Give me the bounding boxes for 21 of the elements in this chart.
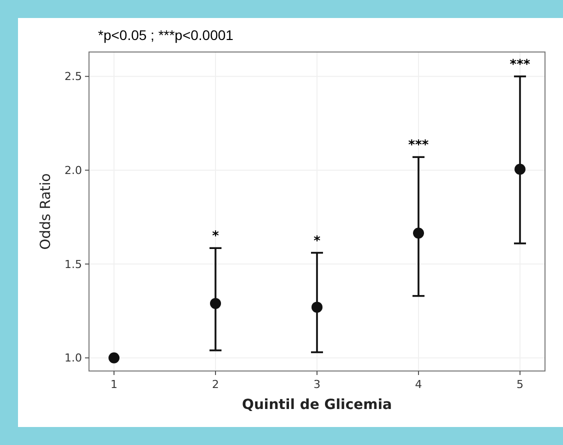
annotation: *** xyxy=(408,138,429,154)
annotation: *** xyxy=(510,57,530,72)
x-axis-title: Quintil de Glicemia xyxy=(242,397,392,413)
point xyxy=(312,302,322,313)
point xyxy=(210,298,221,309)
point xyxy=(514,164,526,175)
y-tick-label: 2.0 xyxy=(64,164,82,178)
y-tick-label: 2.5 xyxy=(64,70,82,84)
y-axis-title: Odds Ratio xyxy=(38,173,54,250)
text: *p<0.05 ; ***p<0.0001 xyxy=(98,27,234,43)
annotation: * xyxy=(212,229,220,244)
x-tick-label: 2 xyxy=(212,378,219,391)
x-tick-label: 5 xyxy=(516,378,524,391)
x-tick-label: 1 xyxy=(110,378,118,391)
annotation: * xyxy=(314,234,321,249)
point xyxy=(108,352,120,364)
x-tick-label: 3 xyxy=(314,378,320,391)
y-tick-label: 1.5 xyxy=(64,258,82,271)
x-tick-label: 4 xyxy=(415,378,422,391)
point xyxy=(413,228,424,239)
y-tick-label: 1.0 xyxy=(64,352,82,365)
